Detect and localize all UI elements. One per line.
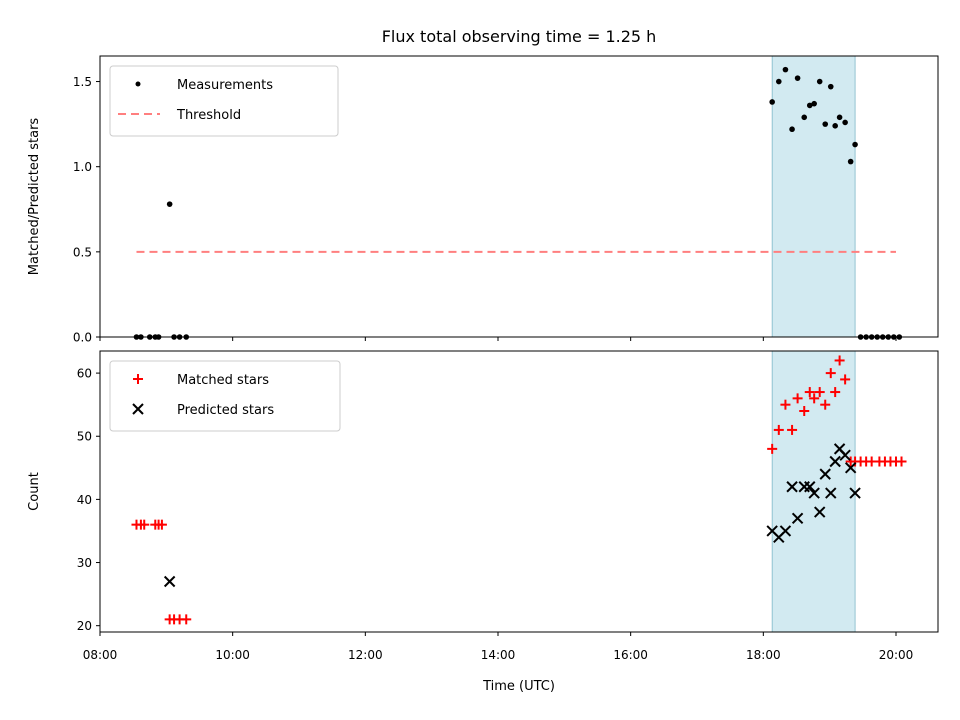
x-mark-b [786, 481, 798, 493]
x-mark-b [819, 468, 831, 480]
measurement-point [811, 100, 817, 107]
top-y-tick-label: 1.5 [73, 75, 92, 89]
x-mark-b [814, 506, 826, 518]
measurement-point [852, 141, 858, 148]
x-mark-b [766, 525, 778, 537]
x-mark-b [825, 487, 837, 499]
x-tick-label: 18:00 [746, 648, 781, 662]
x-mark-b [839, 449, 851, 461]
x-tick-label: 10:00 [215, 648, 250, 662]
top-shaded-region [771, 55, 856, 338]
measurement-point [801, 114, 808, 121]
measurement-point [836, 114, 843, 121]
x-mark-b [844, 462, 857, 474]
predicted-star-point [814, 506, 826, 518]
matched-star-point [834, 355, 845, 366]
x-mark-b [849, 487, 861, 499]
measurement-point [832, 123, 838, 129]
measurement-point [782, 66, 789, 73]
matched-star-point [773, 424, 784, 435]
x-mark-b [808, 487, 820, 499]
matched-star-point [787, 424, 798, 435]
measurement-point [776, 78, 782, 85]
chart-title: Flux total observing time = 1.25 h [382, 27, 657, 46]
matched-star-point [792, 393, 803, 404]
matched-star-point [840, 374, 851, 385]
predicted-star-point [825, 487, 837, 499]
matched-star-point [139, 519, 150, 530]
predicted-star-point [819, 468, 831, 480]
bottom-y-tick-label: 50 [77, 430, 92, 444]
measurement-point [166, 201, 173, 207]
matched-star-point [820, 399, 831, 410]
measurement-point [822, 121, 829, 127]
top-y-axis-label: Matched/Predicted stars [27, 118, 42, 276]
predicted-star-point [839, 449, 851, 461]
legend-box [109, 65, 339, 137]
bottom-y-tick-label: 30 [77, 556, 92, 570]
legend-label: Matched stars [177, 373, 269, 388]
predicted-star-point [791, 512, 804, 525]
legend-box [109, 360, 341, 432]
matched-star-point [830, 387, 841, 398]
measurement-point [806, 102, 813, 109]
legend-x-marker-b [132, 403, 144, 415]
legend-dot-marker [135, 81, 141, 87]
matched-star-point [156, 519, 167, 530]
matched-star-point [181, 614, 192, 625]
predicted-star-point [163, 575, 176, 588]
bottom-y-tick-label: 60 [77, 367, 92, 381]
top-legend: Measurements Threshold [109, 65, 339, 137]
bottom-y-tick-label: 20 [77, 619, 92, 633]
x-tick-label: 12:00 [348, 648, 383, 662]
x-tick-label: 14:00 [481, 648, 516, 662]
top-plot-frame [99, 55, 939, 338]
predicted-star-point [804, 481, 816, 493]
measurement-point [842, 119, 848, 126]
top-y-tick-label: 0.5 [73, 245, 92, 259]
bottom-plot-frame [99, 350, 939, 633]
measurement-point [847, 158, 854, 165]
legend-label: Threshold [176, 108, 241, 123]
predicted-star-point [844, 462, 857, 474]
matched-star-point [809, 393, 820, 404]
matched-star-point [780, 399, 791, 410]
matched-star-point [814, 387, 825, 398]
predicted-star-point [786, 481, 798, 493]
measurement-point [816, 78, 823, 85]
matched-star-point [896, 456, 907, 467]
predicted-star-point [849, 487, 861, 499]
bottom-y-tick-label: 40 [77, 493, 92, 507]
bottom-legend: Matched stars Predicted stars [109, 360, 341, 432]
predicted-star-point [829, 455, 841, 468]
matched-star-point [767, 443, 778, 454]
legend-label: Predicted stars [177, 403, 274, 418]
measurement-point [789, 126, 795, 133]
x-mark-b [829, 455, 841, 468]
top-panel: 0.0 0.5 1.0 1.5 Matched/Predicted stars Flux … [27, 27, 939, 345]
x-mark-b [779, 525, 792, 537]
x-tick-label: 20:00 [879, 648, 914, 662]
x-axis-label: Time (UTC) [482, 679, 555, 694]
matched-star-point [825, 368, 836, 379]
measurement-point [794, 75, 801, 81]
x-mark-b [163, 575, 176, 588]
bottom-y-axis-label: Count [27, 472, 42, 511]
measurement-point [827, 83, 834, 90]
predicted-star-point [808, 487, 820, 499]
matched-star-point [804, 387, 815, 398]
measurement-point [769, 99, 775, 105]
matched-star-point [799, 405, 810, 416]
legend-label: Measurements [177, 78, 273, 93]
x-mark-b [833, 443, 846, 455]
bottom-panel: 20 30 40 50 60 08:00 10:00 12:00 14:00 16:00 18:00… [27, 350, 939, 694]
predicted-star-point [779, 525, 792, 537]
x-mark-b [804, 481, 816, 493]
x-tick-label: 08:00 [83, 648, 118, 662]
top-y-tick-label: 0.0 [73, 331, 92, 345]
top-y-tick-label: 1.0 [73, 160, 92, 174]
x-tick-label: 16:00 [613, 648, 648, 662]
x-mark-b [791, 512, 804, 525]
